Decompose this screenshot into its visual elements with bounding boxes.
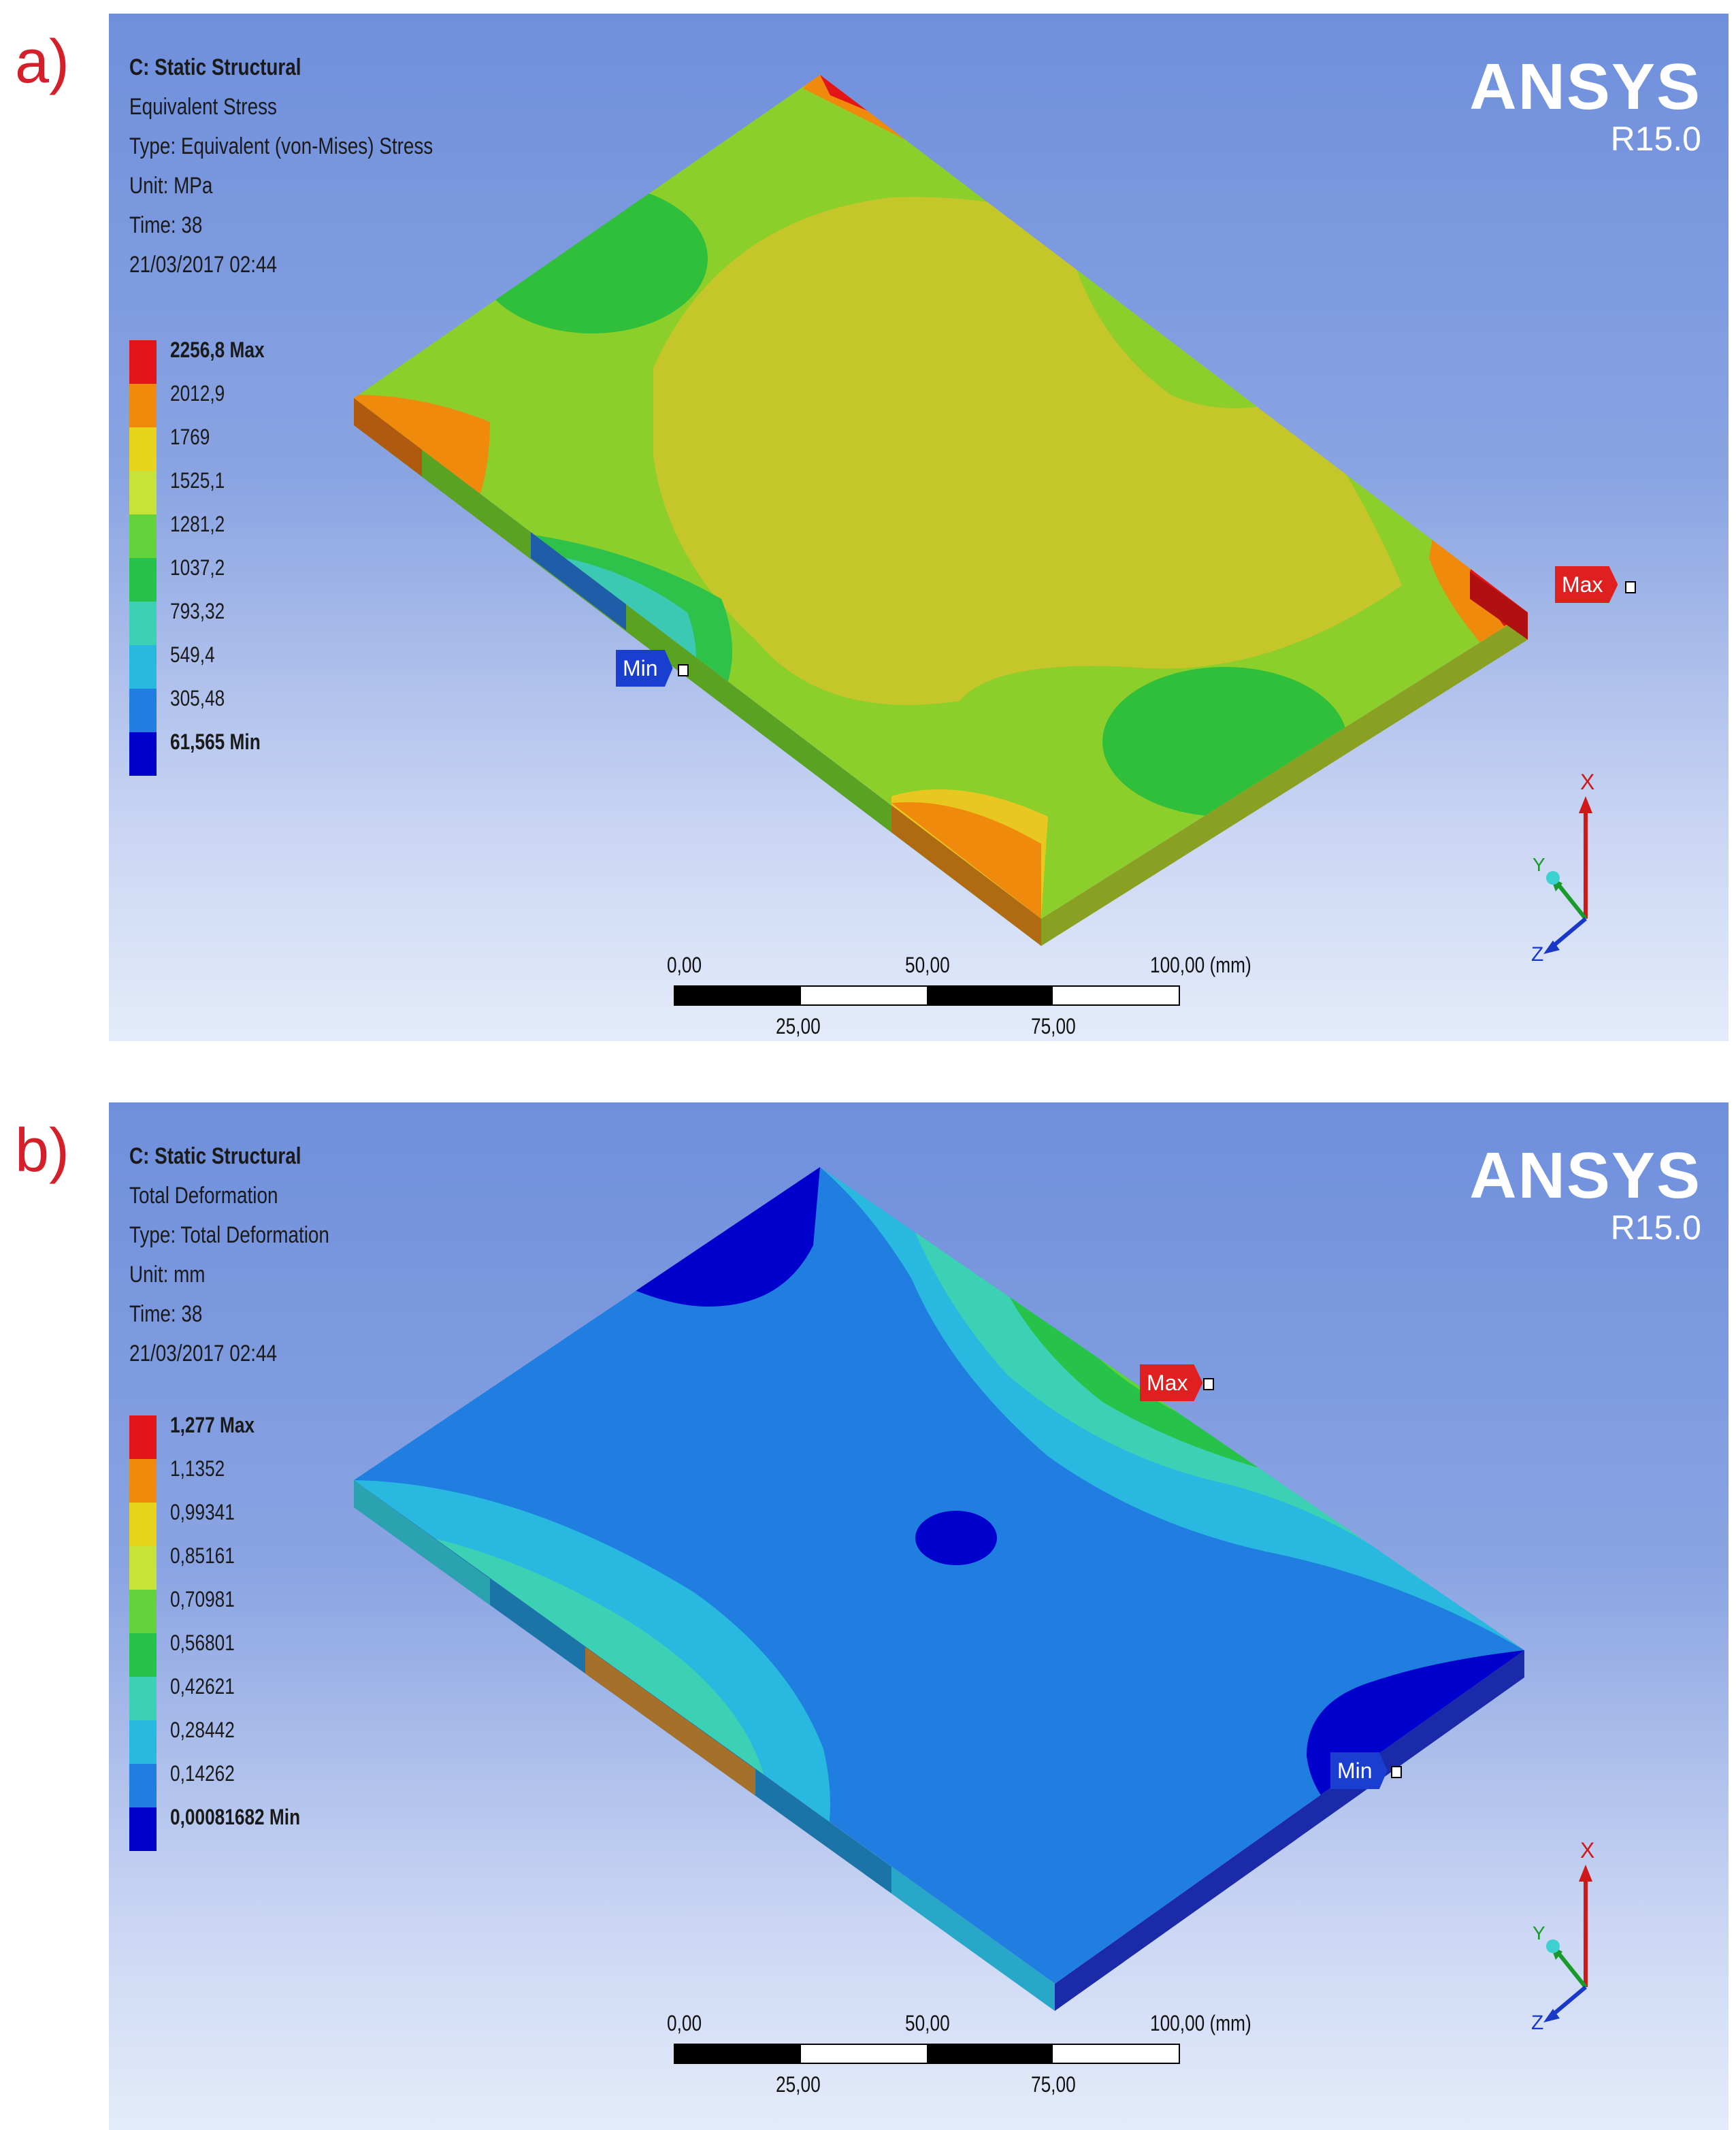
scale-segment	[927, 987, 1053, 1004]
legend-swatch	[129, 514, 157, 558]
scale-label-75: 75,00	[1031, 2072, 1076, 2097]
legend-swatch	[129, 602, 157, 645]
legend-swatch	[129, 732, 157, 776]
max-probe-marker	[1203, 1378, 1214, 1390]
min-probe-label[interactable]: Min	[616, 650, 673, 687]
legend-swatch	[129, 1546, 157, 1590]
legend-swatch	[129, 1807, 157, 1851]
min-probe-label[interactable]: Min	[1330, 1752, 1388, 1789]
axis-x-label: X	[1580, 770, 1594, 794]
scale-label-25: 25,00	[776, 2072, 821, 2097]
scale-bar-track	[674, 985, 1180, 1006]
result-date: 21/03/2017 02:44	[129, 1341, 278, 1366]
result-unit: Unit: MPa	[129, 173, 213, 199]
result-name: Total Deformation	[129, 1183, 278, 1209]
legend-swatch	[129, 1677, 157, 1720]
result-date: 21/03/2017 02:44	[129, 252, 278, 278]
axis-z-label: Z	[1531, 943, 1543, 966]
ansys-version: R15.0	[1610, 1209, 1701, 1247]
legend-swatch	[129, 1720, 157, 1764]
legend-label: 0,99341	[170, 1500, 235, 1524]
legend-swatch	[129, 1415, 157, 1459]
result-type: Type: Equivalent (von-Mises) Stress	[129, 133, 433, 159]
stress-contour-plate[interactable]	[109, 14, 1729, 1041]
legend-label: 1281,2	[170, 512, 225, 536]
scale-label-100: 100,00 (mm)	[1150, 953, 1251, 977]
legend-label: 61,565 Min	[170, 730, 261, 754]
legend-label: 0,42621	[170, 1674, 235, 1699]
legend-label: 0,85161	[170, 1543, 235, 1568]
figure-label-a: a)	[15, 28, 70, 96]
scale-label-100: 100,00 (mm)	[1150, 2011, 1251, 2035]
legend-swatch	[129, 384, 157, 427]
scale-segment	[675, 987, 801, 1004]
scale-bar-track	[674, 2044, 1180, 2064]
result-name: Equivalent Stress	[129, 94, 277, 120]
legend-swatch	[129, 427, 157, 471]
axis-triad-b[interactable]: X Y Z	[1531, 1831, 1640, 2035]
legend-label: 549,4	[170, 642, 215, 667]
legend-label: 2012,9	[170, 381, 225, 406]
result-type: Type: Total Deformation	[129, 1222, 329, 1248]
ansys-brand-name: ANSYS	[1469, 1139, 1701, 1212]
ansys-logo: ANSYS R15.0	[1469, 1143, 1701, 1247]
legend-label: 1037,2	[170, 555, 225, 580]
result-time: Time: 38	[129, 212, 203, 238]
viewport-total-deformation[interactable]: C: Static Structural Total Deformation T…	[109, 1102, 1729, 2130]
ansys-version: R15.0	[1610, 120, 1701, 158]
scale-segment	[927, 2045, 1053, 2063]
legend-label: 793,32	[170, 599, 225, 623]
axis-x-label: X	[1580, 1838, 1594, 1863]
scale-label-25: 25,00	[776, 1014, 821, 1038]
viewport-equivalent-stress[interactable]: C: Static Structural Equivalent Stress T…	[109, 14, 1729, 1041]
legend-label: 0,00081682 Min	[170, 1805, 301, 1829]
axis-triad-a[interactable]: X Y Z	[1531, 762, 1640, 966]
legend-swatch	[129, 558, 157, 602]
ansys-brand-name: ANSYS	[1469, 50, 1701, 123]
analysis-title: C: Static Structural	[129, 54, 301, 80]
legend-swatch	[129, 1633, 157, 1677]
legend-swatch	[129, 1503, 157, 1546]
max-probe-marker	[1625, 581, 1636, 593]
legend-label: 1769	[170, 425, 210, 449]
scale-label-0: 0,00	[667, 953, 702, 977]
max-probe-label[interactable]: Max	[1555, 566, 1618, 603]
result-unit: Unit: mm	[129, 1262, 206, 1288]
legend-swatch	[129, 645, 157, 689]
legend-label: 305,48	[170, 686, 225, 710]
scale-label-50: 50,00	[905, 953, 950, 977]
legend-swatch	[129, 1590, 157, 1633]
legend-swatch	[129, 340, 157, 384]
deformation-contour-plate[interactable]	[109, 1102, 1729, 2130]
legend-swatch	[129, 471, 157, 514]
legend-label: 2256,8 Max	[170, 338, 265, 362]
legend-label: 1525,1	[170, 468, 225, 493]
figure-label-b: b)	[15, 1117, 70, 1185]
axis-y-label: Y	[1533, 854, 1545, 875]
analysis-title: C: Static Structural	[129, 1143, 301, 1169]
legend-label: 1,277 Max	[170, 1413, 255, 1437]
legend-label: 1,1352	[170, 1456, 225, 1481]
min-probe-marker	[678, 664, 689, 676]
legend-label: 0,56801	[170, 1631, 235, 1655]
axis-z-label: Z	[1531, 2012, 1543, 2034]
min-probe-marker	[1391, 1766, 1402, 1778]
result-info-b: C: Static Structural Total Deformation T…	[129, 1136, 373, 1373]
legend-label: 0,70981	[170, 1587, 235, 1611]
max-probe-label[interactable]: Max	[1140, 1364, 1203, 1401]
legend-label: 0,28442	[170, 1718, 235, 1742]
scale-label-50: 50,00	[905, 2011, 950, 2035]
legend-swatch	[129, 1459, 157, 1503]
ansys-logo: ANSYS R15.0	[1469, 50, 1701, 159]
scale-label-75: 75,00	[1031, 1014, 1076, 1038]
scale-segment	[675, 2045, 801, 2063]
axis-y-label: Y	[1533, 1922, 1545, 1944]
legend-swatch	[129, 1764, 157, 1807]
legend-swatch	[129, 689, 157, 732]
result-info-a: C: Static Structural Equivalent Stress T…	[129, 48, 499, 284]
legend-label: 0,14262	[170, 1761, 235, 1786]
scale-label-0: 0,00	[667, 2011, 702, 2035]
result-time: Time: 38	[129, 1301, 203, 1327]
